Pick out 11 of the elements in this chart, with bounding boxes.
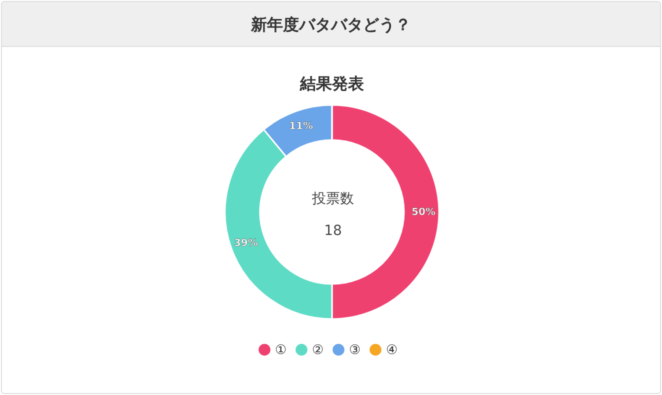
text: 投票数 <box>311 191 354 207</box>
data-label: 11% <box>289 120 313 132</box>
legend-label: ① <box>275 342 287 358</box>
legend-label: ③ <box>349 342 361 358</box>
legend-label: ② <box>312 342 324 358</box>
text: 18 <box>324 223 342 239</box>
chart-subtitle: 結果発表 <box>299 74 365 93</box>
data-label: 39% <box>234 238 258 249</box>
data-label: 50% <box>412 207 436 218</box>
chart-title: 新年度バタバタどう？ <box>2 2 660 47</box>
legend-label: ④ <box>386 342 398 358</box>
